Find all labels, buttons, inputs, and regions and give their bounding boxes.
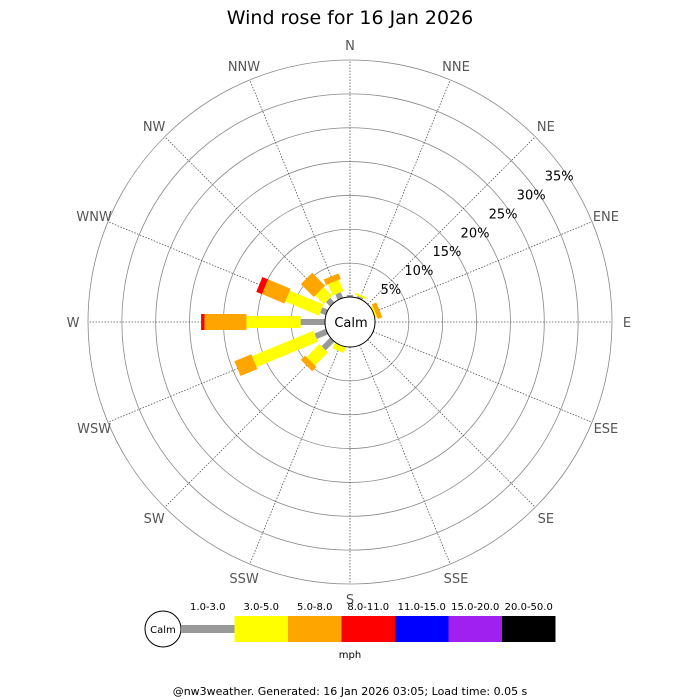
speed-legend: Calm mph 1.0-3.0 3.0-5.0 5.0-8.0 8.0-11.0 11…: [144, 602, 556, 661]
grid-spoke: [249, 79, 341, 300]
bar-sw-5.0-8.0: [300, 355, 317, 372]
legend-swatch-3.0-5.0: [234, 616, 288, 642]
grid-spoke: [249, 344, 341, 565]
bar-wnw-5.0-8.0: [261, 279, 291, 304]
ring-label: 20%: [461, 226, 490, 241]
bar-nw-1.0-3.0: [325, 297, 335, 307]
legend-calm-label: Calm: [150, 625, 176, 636]
ring-label: 5%: [380, 283, 401, 298]
chart-title: Wind rose for 16 Jan 2026: [227, 7, 474, 29]
legend-label-3.0-5.0: 3.0-5.0: [244, 602, 279, 613]
bar-wsw-1.0-3.0: [314, 328, 329, 340]
direction-label-ese: ESE: [594, 422, 619, 437]
direction-label-nne: NNE: [442, 60, 470, 75]
grid-ring: [87, 59, 613, 585]
direction-label-wsw: WSW: [77, 422, 111, 437]
direction-label-sw: SW: [144, 512, 165, 527]
ring-label: 25%: [489, 207, 518, 222]
direction-label-w: W: [67, 316, 80, 331]
bar-ene-5.0-8.0: [371, 302, 383, 320]
legend-label-8.0-11.0: 8.0-11.0: [347, 602, 389, 613]
direction-label-e: E: [623, 316, 631, 331]
grid-spoke: [164, 136, 333, 305]
direction-label-ne: NE: [537, 120, 555, 135]
grid-spoke: [372, 221, 593, 313]
bar-nnw-3.0-5.0: [327, 279, 344, 296]
bar-wsw-5.0-8.0: [234, 354, 258, 377]
direction-label-se: SE: [538, 512, 554, 527]
legend-swatch-5.0-8.0: [288, 616, 342, 642]
direction-label-wnw: WNW: [76, 210, 112, 225]
bar-wnw-3.0-5.0: [285, 290, 324, 316]
legend-swatch-15.0-20.0: [448, 616, 502, 642]
bar-nw-3.0-5.0: [315, 287, 333, 305]
legend-label-5.0-8.0: 5.0-8.0: [297, 602, 332, 613]
grid-spoke: [359, 79, 451, 300]
ring-label: 10%: [404, 264, 433, 279]
bar-nnw-5.0-8.0: [323, 273, 341, 286]
legend-unit-label: mph: [339, 650, 361, 661]
ring-label: 35%: [545, 169, 574, 184]
direction-label-nnw: NNW: [228, 60, 260, 75]
calm-center: Calm: [324, 296, 376, 348]
footer-credits: @nw3weather. Generated: 16 Jan 2026 03:0…: [173, 685, 528, 698]
grid-spoke: [367, 136, 536, 305]
ring-label: 30%: [517, 188, 546, 203]
wind-bars: [201, 272, 383, 377]
legend-label-20.0-50.0: 20.0-50.0: [505, 602, 553, 613]
direction-label-nw: NW: [143, 120, 166, 135]
direction-label-n: N: [345, 39, 355, 54]
bar-wnw-8.0-11.0: [256, 277, 269, 295]
direction-label-s: S: [346, 593, 354, 608]
ring-labels: 5%10% 15%20% 25% 30% 35%: [380, 169, 573, 298]
legend-label-11.0-15.0: 11.0-15.0: [398, 602, 446, 613]
grid-spoke: [367, 339, 536, 508]
legend-swatch-11.0-15.0: [395, 616, 449, 642]
bar-nne-3.0-5.0: [354, 292, 367, 300]
grid-ring: [121, 93, 579, 551]
direction-labels: N NNE NE ENE E ESE SE SSE S SSW SW WSW W WNW NW NNW: [67, 39, 632, 608]
grid-spoke: [359, 344, 451, 565]
grid-spoke: [372, 331, 593, 423]
bar-wsw-3.0-5.0: [252, 330, 318, 368]
bar-ssw-3.0-5.0: [332, 342, 346, 354]
direction-label-ene: ENE: [593, 210, 619, 225]
legend-label-15.0-20.0: 15.0-20.0: [451, 602, 499, 613]
legend-swatch-20.0-50.0: [502, 616, 556, 642]
bar-nw-5.0-8.0: [300, 272, 326, 298]
bar-nnw-1.0-3.0: [335, 292, 344, 301]
bar-wnw-1.0-3.0: [320, 307, 329, 316]
grid-spoke: [164, 339, 333, 508]
calm-center-label: Calm: [334, 316, 367, 331]
legend-swatch-8.0-11.0: [341, 616, 395, 642]
bar-sw-3.0-5.0: [306, 344, 328, 366]
legend-swatch-1.0-3.0: [181, 625, 235, 633]
bar-sw-1.0-3.0: [321, 337, 335, 351]
legend-label-1.0-3.0: 1.0-3.0: [190, 602, 225, 613]
direction-label-sse: SSE: [444, 572, 469, 587]
ring-label: 15%: [432, 245, 461, 260]
direction-label-ssw: SSW: [229, 572, 259, 587]
